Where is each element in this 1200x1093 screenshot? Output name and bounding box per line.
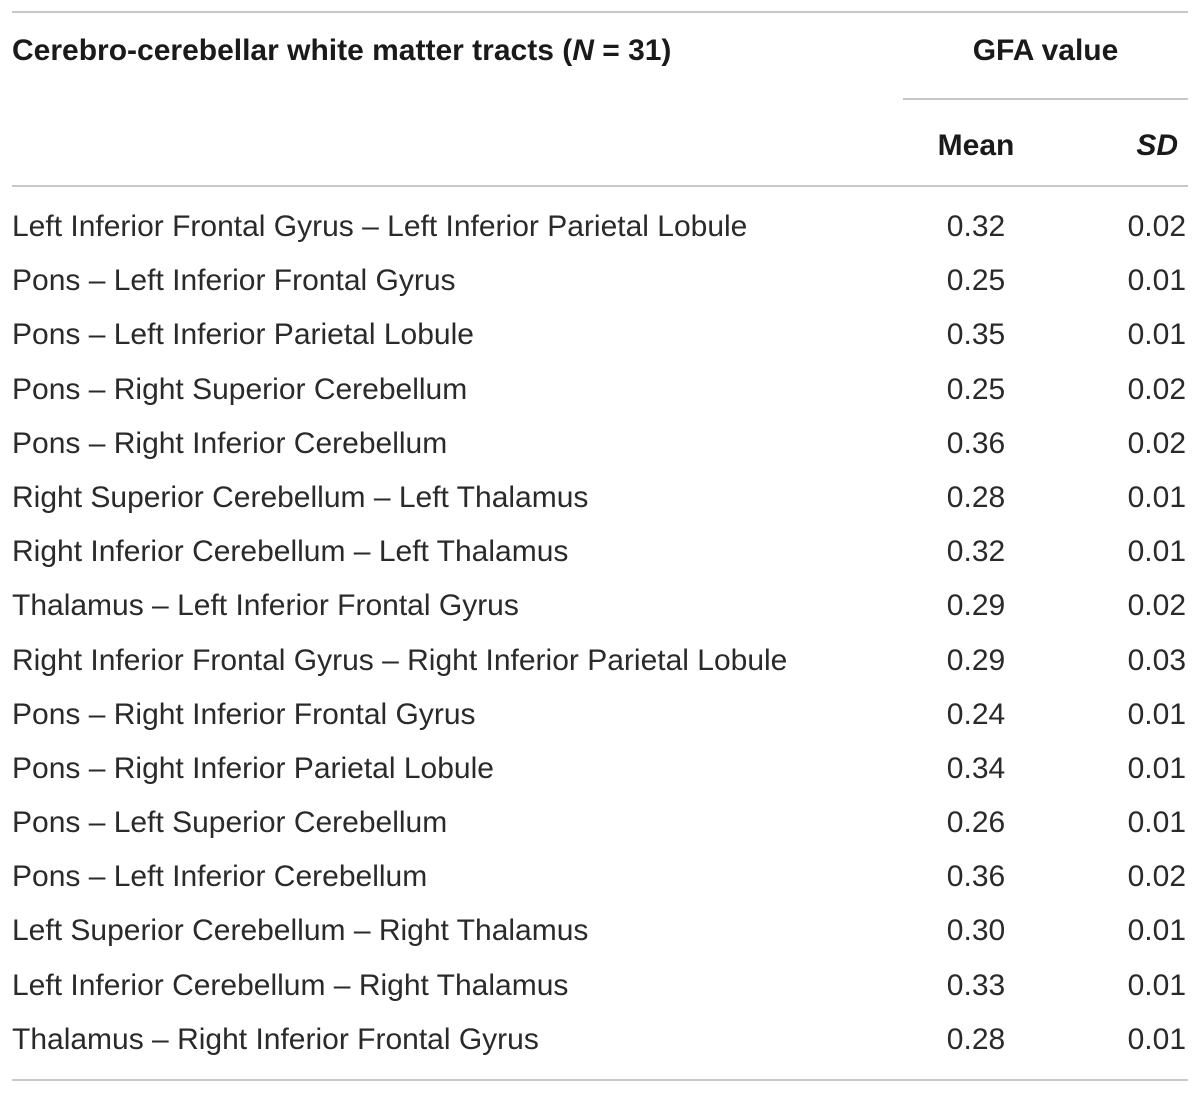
group-header-rule bbox=[903, 98, 1188, 100]
table-row: Pons – Right Inferior Frontal Gyrus 0.24 0… bbox=[0, 688, 1200, 742]
mean-cell: 0.36 bbox=[946, 426, 1006, 460]
mean-cell: 0.25 bbox=[946, 372, 1006, 406]
sd-cell: 0.01 bbox=[1127, 480, 1186, 514]
mean-cell: 0.28 bbox=[946, 480, 1006, 514]
tract-cell: Pons – Right Superior Cerebellum bbox=[12, 372, 468, 406]
mean-cell: 0.29 bbox=[946, 643, 1006, 677]
table-row: Left Superior Cerebellum – Right Thalamu… bbox=[0, 904, 1200, 958]
mean-cell: 0.24 bbox=[946, 697, 1006, 731]
mean-cell: 0.32 bbox=[946, 535, 1006, 569]
sd-cell: 0.01 bbox=[1127, 968, 1186, 1002]
tract-cell: Pons – Right Inferior Parietal Lobule bbox=[12, 751, 494, 785]
tract-cell: Right Superior Cerebellum – Left Thalamu… bbox=[12, 480, 589, 514]
table-row: Thalamus – Right Inferior Frontal Gyrus 0… bbox=[0, 1013, 1200, 1067]
table-row: Pons – Left Inferior Frontal Gyrus 0.25 0.… bbox=[0, 254, 1200, 308]
sd-cell: 0.02 bbox=[1127, 860, 1186, 894]
tract-cell: Left Inferior Cerebellum – Right Thalamu… bbox=[12, 968, 569, 1002]
sd-cell: 0.02 bbox=[1127, 589, 1186, 623]
mean-cell: 0.30 bbox=[946, 914, 1006, 948]
tract-cell: Left Inferior Frontal Gyrus – Left Infer… bbox=[12, 210, 748, 243]
table-bottom-rule bbox=[12, 1079, 1188, 1081]
gfa-group-header: GFA value bbox=[972, 34, 1119, 67]
table-row: Thalamus – Left Inferior Frontal Gyrus 0.… bbox=[0, 579, 1200, 633]
mean-column-header: Mean bbox=[937, 129, 1015, 162]
table-row: Pons – Right Inferior Parietal Lobule 0.3… bbox=[0, 742, 1200, 796]
tract-cell: Pons – Right Inferior Cerebellum bbox=[12, 426, 448, 460]
sd-cell: 0.02 bbox=[1127, 372, 1186, 406]
sd-cell: 0.01 bbox=[1127, 318, 1186, 352]
table-row: Pons – Left Superior Cerebellum 0.26 0.01 bbox=[0, 796, 1200, 850]
sd-cell: 0.01 bbox=[1127, 697, 1186, 731]
sd-cell: 0.02 bbox=[1127, 210, 1186, 243]
table-row: Pons – Left Inferior Cerebellum 0.36 0.02 bbox=[0, 850, 1200, 904]
sd-cell: 0.03 bbox=[1127, 643, 1186, 677]
table-row: Left Inferior Frontal Gyrus – Left Infer… bbox=[0, 200, 1200, 254]
table-row: Right Superior Cerebellum – Left Thalamu… bbox=[0, 471, 1200, 525]
sd-cell: 0.01 bbox=[1127, 914, 1186, 948]
sd-cell: 0.02 bbox=[1127, 426, 1186, 460]
table-row: Pons – Right Superior Cerebellum 0.25 0.02 bbox=[0, 363, 1200, 417]
mean-cell: 0.36 bbox=[946, 860, 1006, 894]
tract-cell: Right Inferior Cerebellum – Left Thalamu… bbox=[12, 535, 569, 569]
n-value: = 31) bbox=[593, 34, 672, 67]
tract-cell: Pons – Left Inferior Frontal Gyrus bbox=[12, 264, 456, 298]
table-body: Left Inferior Frontal Gyrus – Left Infer… bbox=[0, 200, 1200, 1067]
tract-cell: Thalamus – Right Inferior Frontal Gyrus bbox=[12, 1022, 539, 1056]
n-symbol: N bbox=[572, 34, 594, 67]
mean-cell: 0.35 bbox=[946, 318, 1006, 352]
tract-cell: Pons – Right Inferior Frontal Gyrus bbox=[12, 697, 476, 731]
mean-cell: 0.32 bbox=[946, 210, 1006, 243]
mean-cell: 0.26 bbox=[946, 806, 1006, 840]
sd-cell: 0.01 bbox=[1127, 264, 1186, 298]
tract-cell: Pons – Left Inferior Cerebellum bbox=[12, 860, 428, 894]
table-row: Left Inferior Cerebellum – Right Thalamu… bbox=[0, 959, 1200, 1013]
table-row: Right Inferior Cerebellum – Left Thalamu… bbox=[0, 525, 1200, 579]
table-row: Pons – Right Inferior Cerebellum 0.36 0.02 bbox=[0, 417, 1200, 471]
mean-cell: 0.25 bbox=[946, 264, 1006, 298]
sd-cell: 0.01 bbox=[1127, 806, 1186, 840]
tract-cell: Thalamus – Left Inferior Frontal Gyrus bbox=[12, 589, 519, 623]
tract-cell: Pons – Left Inferior Parietal Lobule bbox=[12, 318, 474, 352]
tract-column-header: Cerebro-cerebellar white matter tracts (… bbox=[12, 33, 671, 69]
mean-cell: 0.29 bbox=[946, 589, 1006, 623]
header-bottom-rule bbox=[12, 185, 1188, 187]
mean-cell: 0.28 bbox=[946, 1022, 1006, 1056]
table-top-rule bbox=[12, 11, 1188, 13]
tract-header-text: Cerebro-cerebellar white matter tracts ( bbox=[12, 34, 573, 67]
sd-cell: 0.01 bbox=[1127, 535, 1186, 569]
tract-cell: Right Inferior Frontal Gyrus – Right Inf… bbox=[12, 643, 788, 677]
tract-cell: Left Superior Cerebellum – Right Thalamu… bbox=[12, 914, 589, 948]
sd-cell: 0.01 bbox=[1127, 1022, 1186, 1056]
table-row: Right Inferior Frontal Gyrus – Right Inf… bbox=[0, 634, 1200, 688]
sd-column-header: SD bbox=[1136, 129, 1178, 162]
table-row: Pons – Left Inferior Parietal Lobule 0.35… bbox=[0, 308, 1200, 362]
mean-cell: 0.34 bbox=[946, 751, 1006, 785]
sd-cell: 0.01 bbox=[1127, 751, 1186, 785]
tract-cell: Pons – Left Superior Cerebellum bbox=[12, 806, 448, 840]
mean-cell: 0.33 bbox=[946, 968, 1006, 1002]
